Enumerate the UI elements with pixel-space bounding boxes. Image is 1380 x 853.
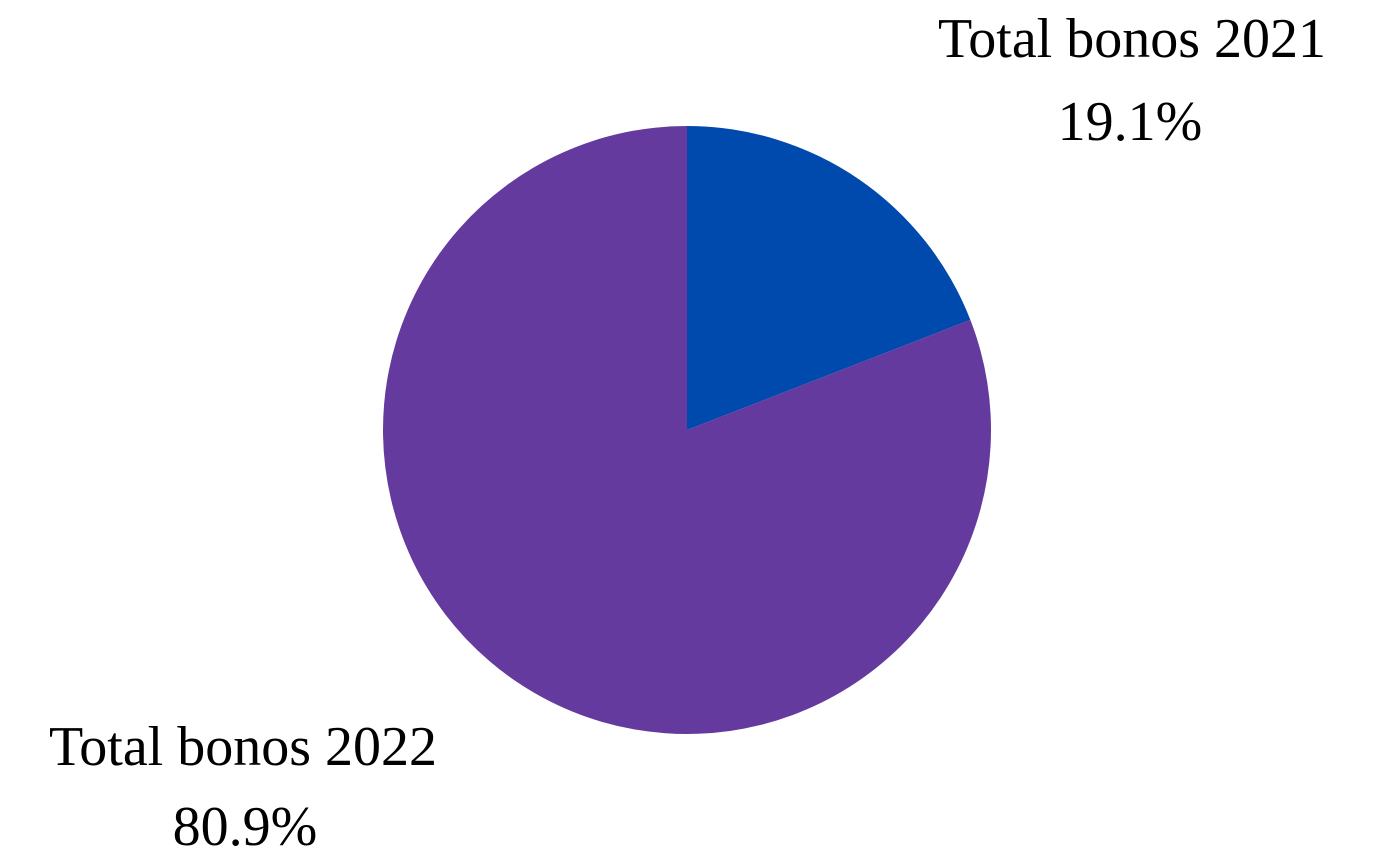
slice-value-total-bonos-2022: 80.9% [173, 796, 318, 853]
pie-slice-total-bonos-2022 [382, 126, 991, 735]
pie-slices [382, 126, 991, 735]
slice-value-total-bonos-2021: 19.1% [1058, 91, 1203, 153]
slice-label-total-bonos-2022: Total bonos 2022 [49, 716, 437, 778]
pie-slice-total-bonos-2021 [687, 126, 971, 430]
slice-label-total-bonos-2021: Total bonos 2021 [938, 8, 1326, 70]
